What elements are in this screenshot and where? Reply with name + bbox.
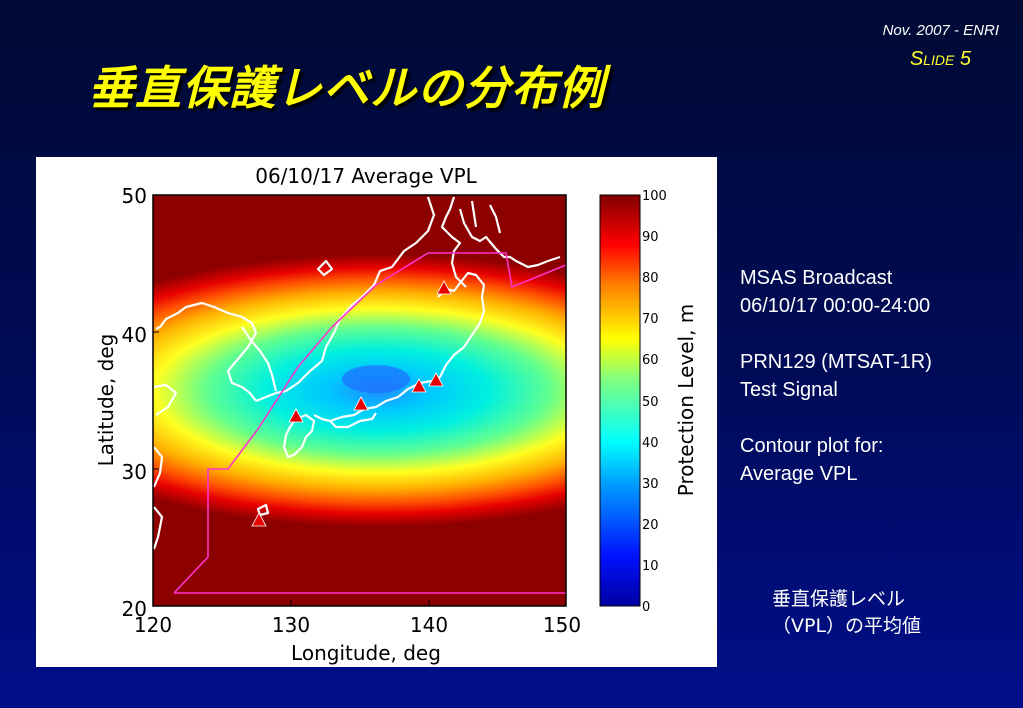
x-tick-label: 120 xyxy=(134,613,172,637)
y-tick-label: 40 xyxy=(122,323,147,347)
x-axis-ticks xyxy=(152,600,567,606)
colorbar-ticks: 0 10 20 30 40 50 60 70 80 90 100 xyxy=(642,189,667,615)
plot-title: 06/10/17 Average VPL xyxy=(255,164,477,188)
monitor-stations xyxy=(251,280,452,527)
colorbar-tick-label: 20 xyxy=(642,518,659,533)
colorbar-tick-label: 70 xyxy=(642,312,659,327)
colorbar xyxy=(599,194,641,607)
slide-number: Slide 5 xyxy=(909,48,971,70)
colorbar-tick-label: 90 xyxy=(642,230,659,245)
vpl-minimum-region xyxy=(342,365,410,393)
colorbar-tick-label: 60 xyxy=(642,353,659,368)
plot-frame xyxy=(152,194,567,607)
figure-caption: 垂直保護レベル （VPL）の平均値 xyxy=(772,586,972,640)
colorbar-tick-label: 80 xyxy=(642,271,659,286)
slide-title: 垂直保護レベルの分布例 xyxy=(88,61,605,115)
y-tick-label: 20 xyxy=(122,597,147,621)
colorbar-tick-label: 0 xyxy=(642,600,650,615)
colorbar-tick-label: 30 xyxy=(642,477,659,492)
x-axis-label: Longitude, deg xyxy=(291,641,441,665)
y-axis-ticks xyxy=(153,194,159,607)
coastlines xyxy=(153,196,561,550)
station-marker-hitachiota xyxy=(411,378,427,393)
colorbar-tick-label: 50 xyxy=(642,395,659,410)
x-tick-label: 150 xyxy=(543,613,581,637)
station-marker-naha xyxy=(251,512,267,527)
y-tick-label: 50 xyxy=(122,184,147,208)
y-axis-label: Latitude, deg xyxy=(94,334,118,467)
colorbar-label: Protection Level, m xyxy=(674,304,698,497)
station-marker-kobe xyxy=(353,396,369,411)
vpl-figure: 06/10/17 Average VPL xyxy=(36,157,717,667)
station-marker-tokyo xyxy=(428,372,444,387)
note-line: Contour plot for: xyxy=(740,435,884,457)
note-line: Test Signal xyxy=(740,379,838,401)
colorbar-tick-label: 40 xyxy=(642,436,659,451)
station-marker-sapporo xyxy=(436,280,452,295)
note-spacer xyxy=(740,404,1000,432)
colorbar-tick-label: 100 xyxy=(642,189,667,204)
caption-line: 垂直保護レベル xyxy=(772,588,906,610)
x-tick-label: 140 xyxy=(410,613,448,637)
colorbar-tick-label: 10 xyxy=(642,559,659,574)
notes-panel: MSAS Broadcast 06/10/17 00:00-24:00 PRN1… xyxy=(740,264,1000,488)
contour-plot-area xyxy=(153,195,566,606)
note-line: Average VPL xyxy=(740,463,858,485)
note-line: PRN129 (MTSAT-1R) xyxy=(740,351,932,373)
header-date: Nov. 2007 - ENRI xyxy=(882,22,999,39)
x-tick-label: 130 xyxy=(272,613,310,637)
note-line: 06/10/17 00:00-24:00 xyxy=(740,295,931,317)
note-spacer xyxy=(740,320,1000,348)
y-tick-label: 30 xyxy=(122,460,147,484)
note-line: MSAS Broadcast xyxy=(740,267,893,289)
station-marker-fukuoka xyxy=(288,408,304,423)
msas-coverage-boundary xyxy=(173,252,566,594)
caption-line: （VPL）の平均値 xyxy=(772,615,922,637)
